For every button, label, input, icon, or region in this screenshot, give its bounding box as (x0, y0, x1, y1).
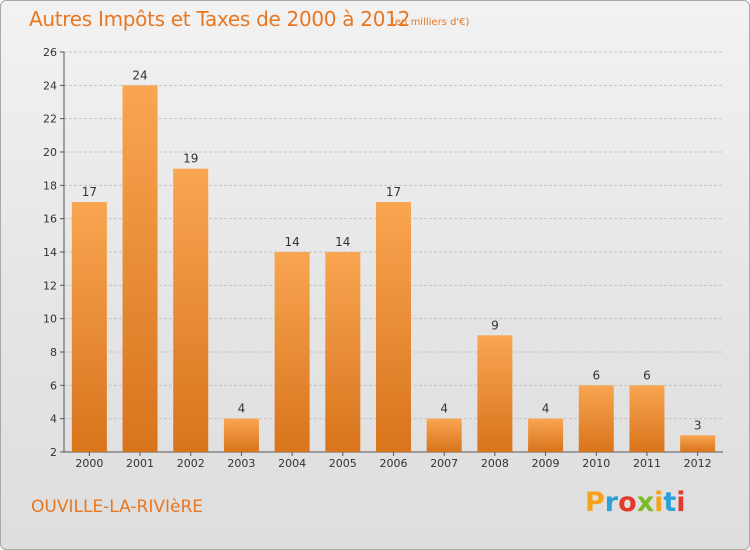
value-label-2003: 4 (238, 402, 246, 416)
bar-2008 (477, 335, 513, 452)
bar-2001 (122, 85, 158, 452)
y-tick-label: 18 (43, 179, 57, 192)
logo-letter: o (618, 487, 637, 518)
value-label-2011: 6 (643, 368, 651, 382)
logo-letter: t (663, 487, 677, 518)
chart-subtitle: (en milliers d'€) (391, 17, 470, 28)
y-tick-label: 14 (43, 246, 57, 259)
y-tick-label: 22 (43, 113, 57, 126)
bar-2007 (426, 418, 462, 452)
x-tick-label-2005: 2005 (329, 457, 357, 470)
proxiti-logo: Proxiti (585, 487, 686, 518)
logo-letter: P (585, 487, 605, 518)
bar-2002 (173, 168, 209, 452)
logo-letter: i (654, 487, 664, 518)
y-tick-label: 10 (43, 313, 57, 326)
logo-letter: x (636, 487, 655, 518)
bar-2012 (680, 435, 716, 452)
y-tick-label: 2 (50, 446, 57, 459)
value-label-2009: 4 (542, 402, 550, 416)
x-tick-label-2001: 2001 (126, 457, 154, 470)
bar-2000 (71, 202, 107, 452)
y-tick-label: 6 (50, 379, 57, 392)
y-tick-label: 4 (50, 413, 57, 426)
value-label-2006: 17 (386, 185, 401, 199)
value-label-2000: 17 (82, 185, 97, 199)
x-tick-label-2009: 2009 (532, 457, 560, 470)
x-tick-label-2010: 2010 (582, 457, 610, 470)
x-tick-label-2002: 2002 (177, 457, 205, 470)
commune-name: OUVILLE-LA-RIVIèRE (31, 497, 204, 517)
value-label-2002: 19 (183, 152, 198, 166)
x-tick-label-2006: 2006 (380, 457, 408, 470)
x-tick-label-2011: 2011 (633, 457, 661, 470)
x-tick-label-2008: 2008 (481, 457, 509, 470)
y-tick-label: 12 (43, 279, 57, 292)
value-label-2008: 9 (491, 318, 499, 332)
x-tick-label-2003: 2003 (227, 457, 255, 470)
value-label-2004: 14 (284, 235, 299, 249)
bar-2009 (528, 418, 564, 452)
x-tick-label-2000: 2000 (75, 457, 103, 470)
value-label-2001: 24 (132, 68, 147, 82)
value-label-2007: 4 (440, 402, 448, 416)
y-tick-label: 16 (43, 213, 57, 226)
y-tick-label: 24 (43, 79, 57, 92)
y-tick-label: 8 (50, 346, 57, 359)
value-label-2010: 6 (592, 368, 600, 382)
value-label-2005: 14 (335, 235, 350, 249)
bar-2004 (274, 252, 310, 452)
x-tick-label-2004: 2004 (278, 457, 306, 470)
x-tick-label-2012: 2012 (684, 457, 712, 470)
value-label-2012: 3 (694, 418, 702, 432)
logo-letter: i (676, 487, 686, 518)
bar-2006 (376, 202, 411, 452)
bar-2005 (325, 252, 361, 452)
chart-title: Autres Impôts et Taxes de 2000 à 2012 (29, 7, 410, 31)
x-tick-label-2007: 2007 (430, 457, 458, 470)
y-tick-label: 26 (43, 46, 57, 59)
logo-letter: r (604, 487, 619, 518)
bar-2010 (578, 385, 614, 452)
bar-2003 (223, 418, 259, 452)
bar-2011 (629, 385, 665, 452)
y-tick-label: 20 (43, 146, 57, 159)
